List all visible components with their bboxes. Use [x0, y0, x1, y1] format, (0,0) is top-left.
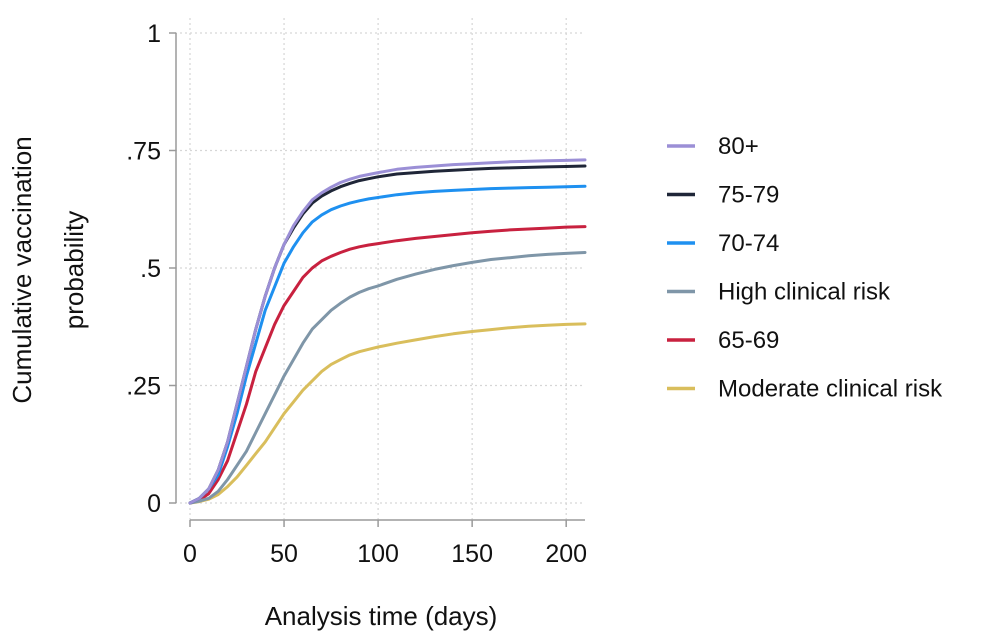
series-line-65-69: [188, 225, 587, 505]
y-axis-title-line-1: Cumulative vaccination: [7, 136, 37, 403]
legend-label: 70-74: [718, 230, 779, 257]
series-layer: [188, 158, 587, 505]
axes: 0 .25 .5 .75 1 0 50 100 150 200: [126, 20, 587, 568]
x-tick-label: 0: [183, 540, 197, 568]
x-tick-label: 100: [357, 540, 399, 568]
legend-item-70-74: 70-74: [667, 230, 779, 257]
x-tick-label: 50: [270, 540, 298, 568]
y-axis-title: Cumulative vaccination probability: [7, 136, 89, 403]
legend: 80+ 75-79 70-74 High clinical risk 65-69 Mode…: [667, 133, 943, 403]
x-tick-label: 200: [545, 540, 587, 568]
legend-item-high-clinical-risk: High clinical risk: [667, 279, 891, 306]
x-tick-label: 150: [451, 540, 493, 568]
y-axis-title-line-2: probability: [59, 211, 89, 330]
series-line-70-74: [188, 184, 587, 505]
legend-item-75-79: 75-79: [667, 182, 779, 209]
y-tick-label: .75: [126, 138, 161, 166]
series-line-high-clinical-risk: [188, 251, 587, 505]
y-tick-label: .5: [140, 255, 161, 283]
y-tick-label: .25: [126, 373, 161, 401]
x-axis-title: Analysis time (days): [265, 601, 498, 631]
legend-label: Moderate clinical risk: [718, 376, 943, 403]
legend-label: High clinical risk: [718, 279, 891, 306]
series-line-80: [188, 158, 587, 505]
legend-label: 80+: [718, 133, 759, 160]
legend-label: 65-69: [718, 327, 779, 354]
legend-item-moderate-clinical-risk: Moderate clinical risk: [667, 376, 943, 403]
legend-item-80: 80+: [667, 133, 759, 160]
series-line-75-79: [188, 164, 587, 505]
series-line-moderate-clinical-risk: [188, 322, 587, 505]
legend-label: 75-79: [718, 182, 779, 209]
y-tick-label: 1: [147, 20, 161, 48]
legend-item-65-69: 65-69: [667, 327, 779, 354]
y-tick-label: 0: [147, 490, 161, 518]
grid: [175, 18, 585, 523]
